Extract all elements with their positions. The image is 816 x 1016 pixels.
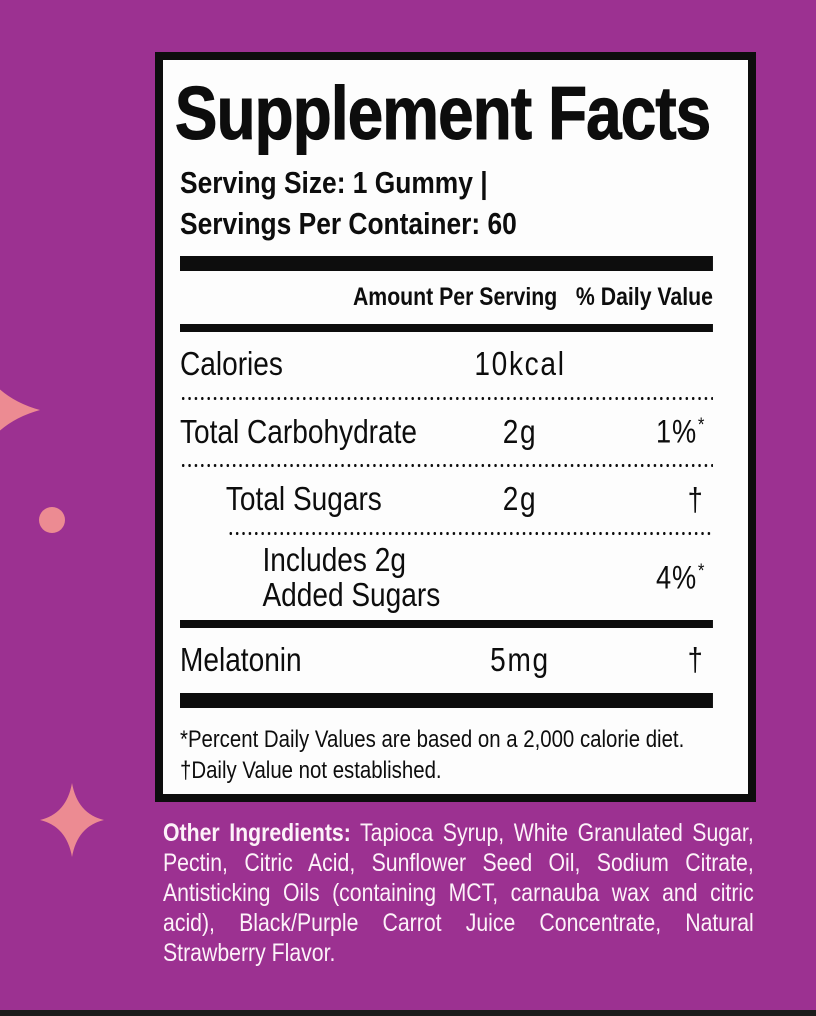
nutrient-amount: 10kcal — [474, 345, 566, 383]
serving-size-line: Serving Size: 1 Gummy | — [180, 165, 488, 201]
footnote-not-established: †Daily Value not established. — [180, 756, 442, 784]
sparkle-icon — [0, 389, 40, 431]
nutrient-row-calories: Calories 10kcal — [180, 332, 713, 397]
nutrient-daily-value: 1%* — [656, 413, 705, 450]
panel-content: Supplement Facts Serving Size: 1 Gummy |… — [174, 75, 713, 787]
divider-dotted — [180, 396, 713, 400]
serving-info: Serving Size: 1 Gummy | Servings Per Con… — [180, 163, 713, 245]
nutrient-amount: 5mg — [490, 641, 550, 679]
divider-medium — [180, 324, 713, 333]
supplement-facts-panel: Supplement Facts Serving Size: 1 Gummy |… — [155, 52, 756, 802]
amount-per-serving-header: Amount Per Serving — [352, 283, 558, 312]
nutrient-row-total-carbohydrate: Total Carbohydrate 2g 1%* — [180, 400, 713, 465]
daily-value-header: % Daily Value — [575, 283, 713, 312]
nutrient-daily-value: † — [687, 481, 704, 518]
nutrient-row-added-sugars: Includes 2g Added Sugars 4%* — [180, 535, 713, 620]
other-ingredients-label: Other Ingredients: — [163, 819, 351, 847]
footnotes: *Percent Daily Values are based on a 2,0… — [180, 708, 713, 787]
sparkle-icon — [40, 783, 104, 857]
table-column-header: Amount Per Serving % Daily Value — [180, 271, 713, 324]
footnote-daily-values: *Percent Daily Values are based on a 2,0… — [180, 725, 685, 753]
panel-title: Supplement Facts — [174, 71, 711, 155]
nutrient-row-total-sugars: Total Sugars 2g † — [180, 467, 713, 532]
nutrient-amount: 2g — [502, 480, 538, 518]
nutrient-amount: 2g — [502, 412, 538, 450]
nutrient-name: Calories — [180, 345, 283, 383]
divider-dotted — [227, 531, 713, 535]
nutrient-name: Total Sugars — [225, 480, 382, 518]
divider-dotted — [180, 464, 713, 468]
bottom-edge-strip — [0, 1010, 816, 1016]
nutrient-name: Includes 2g Added Sugars — [262, 540, 441, 613]
other-ingredients-text: Tapioca Syrup, White Granulated Sugar, P… — [163, 819, 754, 967]
dot-icon — [39, 507, 65, 533]
nutrient-daily-value: 4%* — [656, 559, 705, 596]
servings-per-container-line: Servings Per Container: 60 — [180, 206, 517, 242]
divider-medium — [180, 620, 713, 629]
divider-thick — [180, 256, 713, 272]
nutrient-daily-value: † — [687, 642, 704, 679]
other-ingredients: Other Ingredients: Tapioca Syrup, White … — [163, 818, 754, 968]
nutrient-daily-value — [595, 347, 713, 381]
nutrient-name: Melatonin — [180, 641, 302, 679]
nutrient-name: Total Carbohydrate — [180, 412, 418, 450]
divider-thick — [180, 692, 713, 708]
nutrient-row-melatonin: Melatonin 5mg † — [180, 628, 713, 693]
